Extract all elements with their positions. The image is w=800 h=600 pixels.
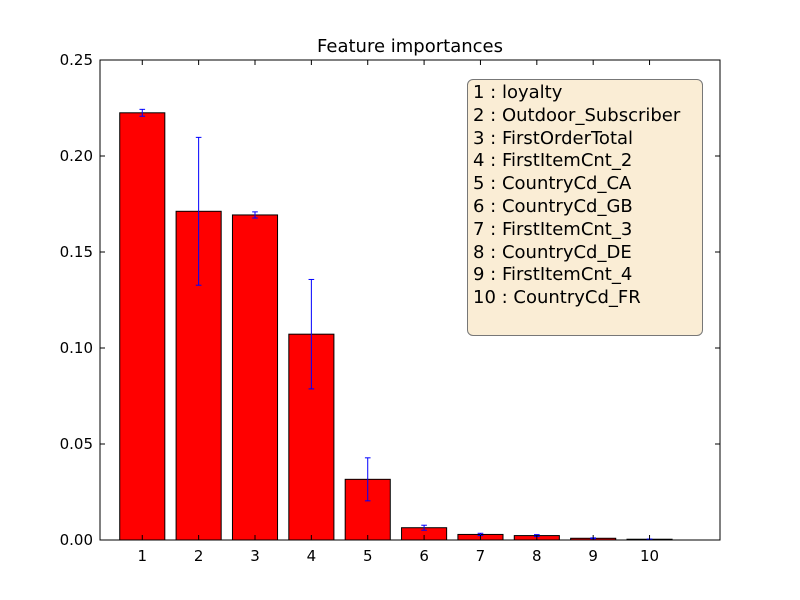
x-tick-label-6: 6: [419, 547, 429, 565]
bar-3: [231, 214, 279, 541]
y-tick-label-0.15: 0.15: [60, 243, 93, 261]
x-tick-label-10: 10: [640, 547, 659, 565]
x-tick-label-8: 8: [532, 547, 542, 565]
legend-entry-6: 6 : CountryCd_GB: [473, 195, 633, 217]
bar-1: [119, 112, 166, 541]
legend-entry-3: 3 : FirstOrderTotal: [473, 127, 634, 149]
axes-layer: 1 2 3 4 5 6 7 8 9 10 0.00 0.05 0.10 0.15 0.20 0.25: [60, 51, 720, 565]
x-tick-label-1: 1: [137, 547, 147, 565]
y-tick-label-0.20: 0.20: [60, 147, 93, 165]
x-tick-label-9: 9: [588, 547, 598, 565]
legend-entry-5: 5 : CountryCd_CA: [473, 173, 632, 195]
legend-entry-2: 2 : Outdoor_Subscriber: [473, 104, 681, 126]
error-bars-layer: [139, 108, 653, 540]
plot-frame: [99, 59, 721, 541]
legend-entry-8: 8 : CountryCd_DE: [473, 241, 632, 263]
y-tick-label-0.00: 0.00: [60, 531, 93, 549]
x-tick-label-2: 2: [194, 547, 204, 565]
y-tick-label-0.25: 0.25: [60, 51, 93, 69]
x-tick-label-7: 7: [476, 547, 486, 565]
legend-entry-10: 10 : CountryCd_FR: [473, 287, 641, 309]
chart-title: Feature importances: [317, 36, 503, 57]
legend-entry-7: 7 : FirstItemCnt_3: [473, 218, 633, 240]
legend-entry-9: 9 : FirstItemCnt_4: [473, 264, 633, 286]
y-tick-label-0.10: 0.10: [60, 339, 93, 357]
x-tick-label-4: 4: [307, 547, 317, 565]
y-tick-label-0.05: 0.05: [60, 435, 93, 453]
legend-entry-4: 4 : FirstItemCnt_2: [473, 150, 633, 172]
x-tick-label-3: 3: [250, 547, 260, 565]
legend-entry-1: 1 : loyalty: [473, 82, 563, 103]
x-tick-label-5: 5: [363, 547, 373, 565]
legend: 1 : loyalty 2 : Outdoor_Subscriber 3 : F…: [467, 79, 703, 336]
